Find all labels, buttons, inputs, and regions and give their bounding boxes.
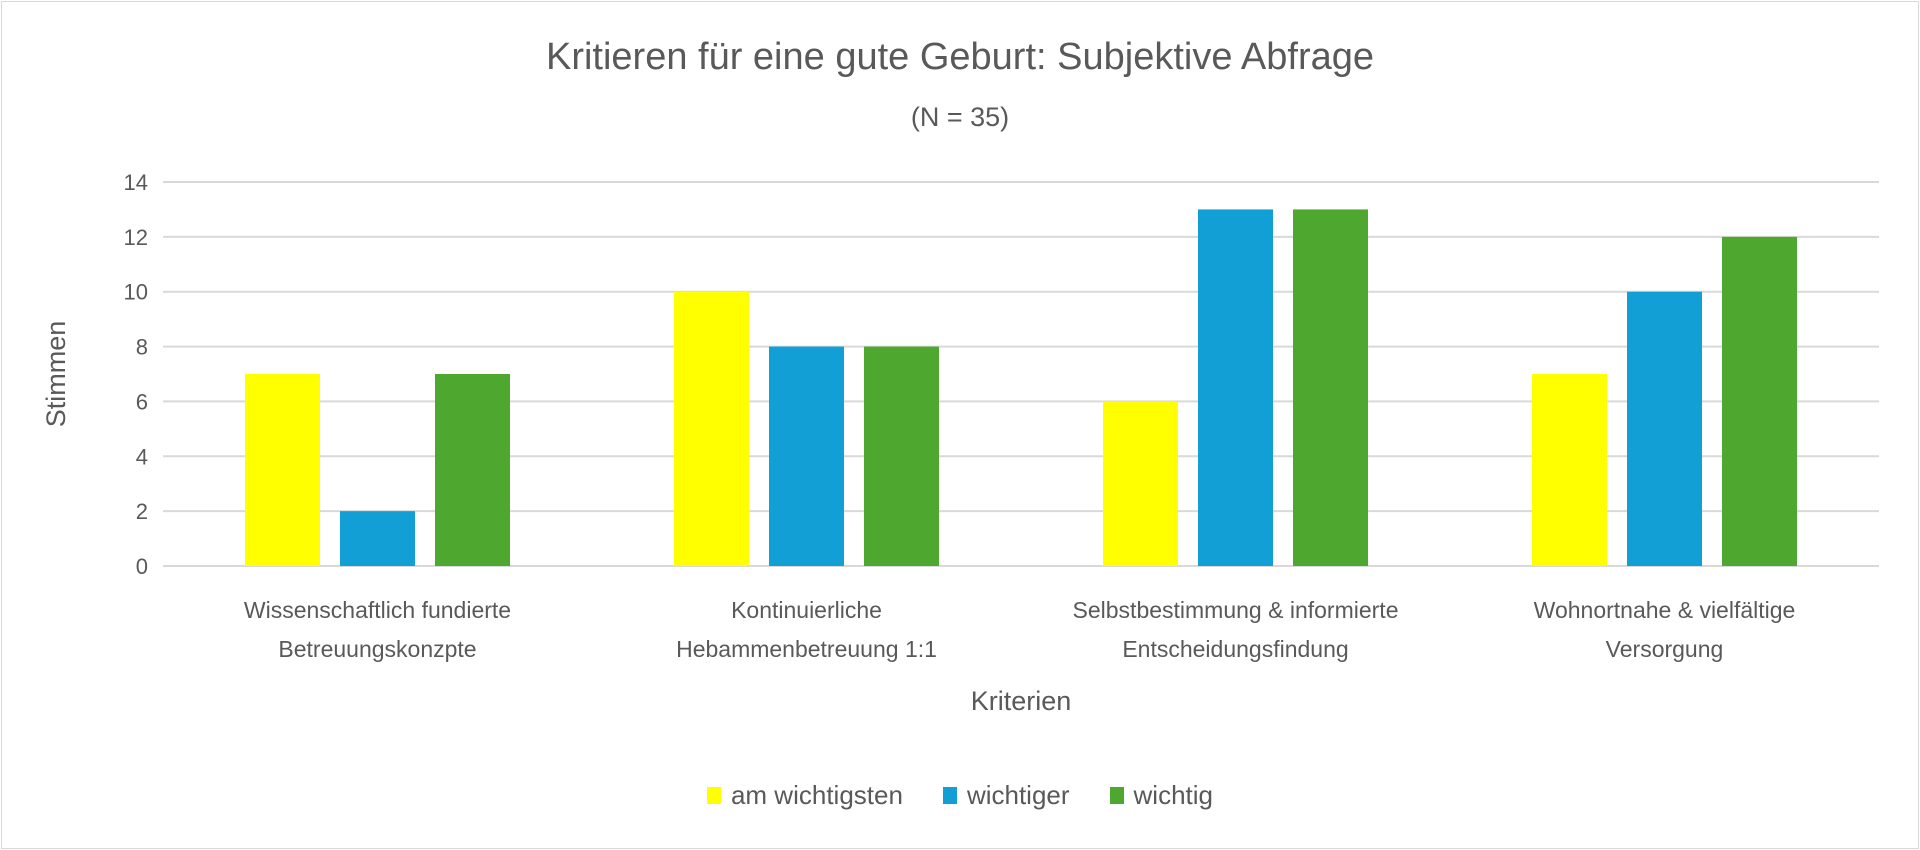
legend-label: wichtiger — [966, 780, 1070, 810]
x-axis-label: Kriterien — [971, 686, 1072, 716]
legend-swatch — [1109, 787, 1124, 804]
category-label: Wissenschaftlich fundierte — [244, 597, 511, 623]
legend-swatch — [706, 787, 721, 804]
bar-am-wichtigsten — [674, 291, 749, 566]
y-tick-label: 0 — [136, 554, 148, 579]
category-label: Entscheidungsfindung — [1122, 636, 1348, 662]
category-label: Selbstbestimmung & informierte — [1073, 597, 1399, 623]
bar-wichtig — [864, 346, 939, 566]
category-label: Kontinuierliche — [731, 597, 882, 623]
legend-swatch — [942, 787, 957, 804]
legend-item: am wichtigsten — [706, 780, 903, 811]
bar-wichtig — [1293, 209, 1368, 566]
bar-wichtiger — [340, 511, 415, 566]
y-tick-label: 4 — [136, 444, 148, 469]
bar-wichtig — [435, 374, 510, 566]
chart-subtitle: (N = 35) — [910, 102, 1010, 132]
legend-label: am wichtigsten — [730, 780, 903, 810]
bar-wichtig — [1722, 236, 1797, 566]
category-label: Betreuungskonzpte — [278, 636, 476, 662]
legend-item: wichtig — [1109, 780, 1214, 811]
y-tick-label: 6 — [136, 389, 148, 414]
bar-wichtiger — [769, 346, 844, 566]
category-label: Versorgung — [1606, 636, 1724, 662]
y-tick-label: 2 — [136, 499, 148, 524]
y-tick-label: 14 — [124, 170, 148, 195]
category-label: Wohnortnahe & vielfältige — [1534, 597, 1796, 623]
legend-item: wichtiger — [942, 780, 1070, 811]
y-tick-label: 10 — [124, 280, 148, 305]
chart-title: Kritieren für eine gute Geburt: Subjekti… — [545, 36, 1375, 78]
bar-am-wichtigsten — [245, 374, 320, 566]
legend: am wichtigsten wichtiger wichtig — [0, 780, 1920, 811]
legend-label: wichtig — [1133, 780, 1214, 810]
y-tick-label: 12 — [124, 225, 148, 250]
category-label: Hebammenbetreuung 1:1 — [676, 636, 937, 662]
bar-wichtiger — [1627, 291, 1702, 566]
bar-wichtiger — [1198, 209, 1273, 566]
y-axis-label: Stimmen — [41, 321, 71, 428]
bar-am-wichtigsten — [1532, 374, 1607, 566]
bar-am-wichtigsten — [1103, 401, 1178, 566]
y-tick-label: 8 — [136, 335, 148, 360]
